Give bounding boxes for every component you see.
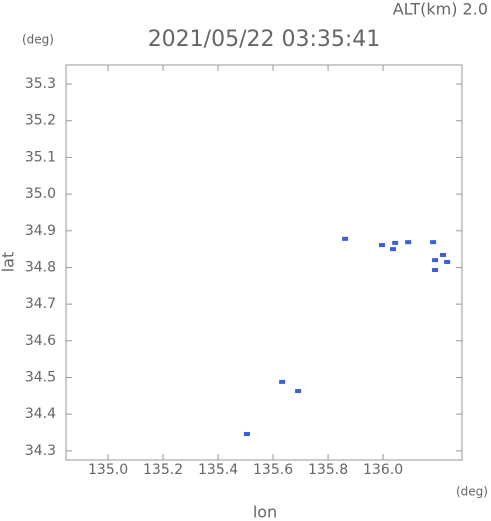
x-tick-label: 135.6 — [253, 462, 293, 478]
plot-frame — [65, 64, 463, 461]
chart-title: 2021/05/22 03:35:41 — [148, 27, 381, 52]
x-tick-label: 135.8 — [308, 462, 348, 478]
y-tick-label: 34.4 — [25, 406, 56, 422]
echo-point — [392, 240, 399, 245]
y-tick-label: 34.3 — [25, 443, 56, 459]
x-axis-label: lon — [253, 503, 277, 521]
echo-point — [342, 236, 349, 241]
y-tick-label: 35.3 — [25, 76, 56, 92]
echo-point — [295, 389, 302, 394]
y-tick-label: 34.7 — [25, 296, 56, 312]
x-tick-label: 135.2 — [143, 462, 183, 478]
echo-point — [243, 431, 250, 436]
y-tick-label: 34.9 — [25, 223, 56, 239]
y-tick-label: 34.8 — [25, 259, 56, 275]
echo-point — [378, 243, 385, 248]
echo-point — [444, 259, 451, 264]
y-tick-label: 34.6 — [25, 333, 56, 349]
y-tick-label: 34.5 — [25, 369, 56, 385]
x-tick-label: 135.0 — [88, 462, 128, 478]
echo-point — [430, 240, 437, 245]
y-axis-label: lat — [0, 252, 18, 273]
echo-point — [440, 252, 447, 257]
x-tick-label: 135.4 — [198, 462, 238, 478]
x-unit: (deg) — [456, 485, 488, 499]
y-tick-label: 35.2 — [25, 113, 56, 129]
altitude: ALT(km) 2.0 — [393, 0, 488, 19]
echo-point — [432, 268, 439, 273]
echo-point — [279, 379, 286, 384]
y-tick-label: 35.0 — [25, 186, 56, 202]
echo-point — [389, 247, 396, 252]
y-unit: (deg) — [22, 33, 54, 47]
echo-point — [405, 240, 412, 245]
echo-point — [432, 258, 439, 263]
y-tick-label: 35.1 — [25, 149, 56, 165]
x-tick-label: 136.0 — [363, 462, 403, 478]
